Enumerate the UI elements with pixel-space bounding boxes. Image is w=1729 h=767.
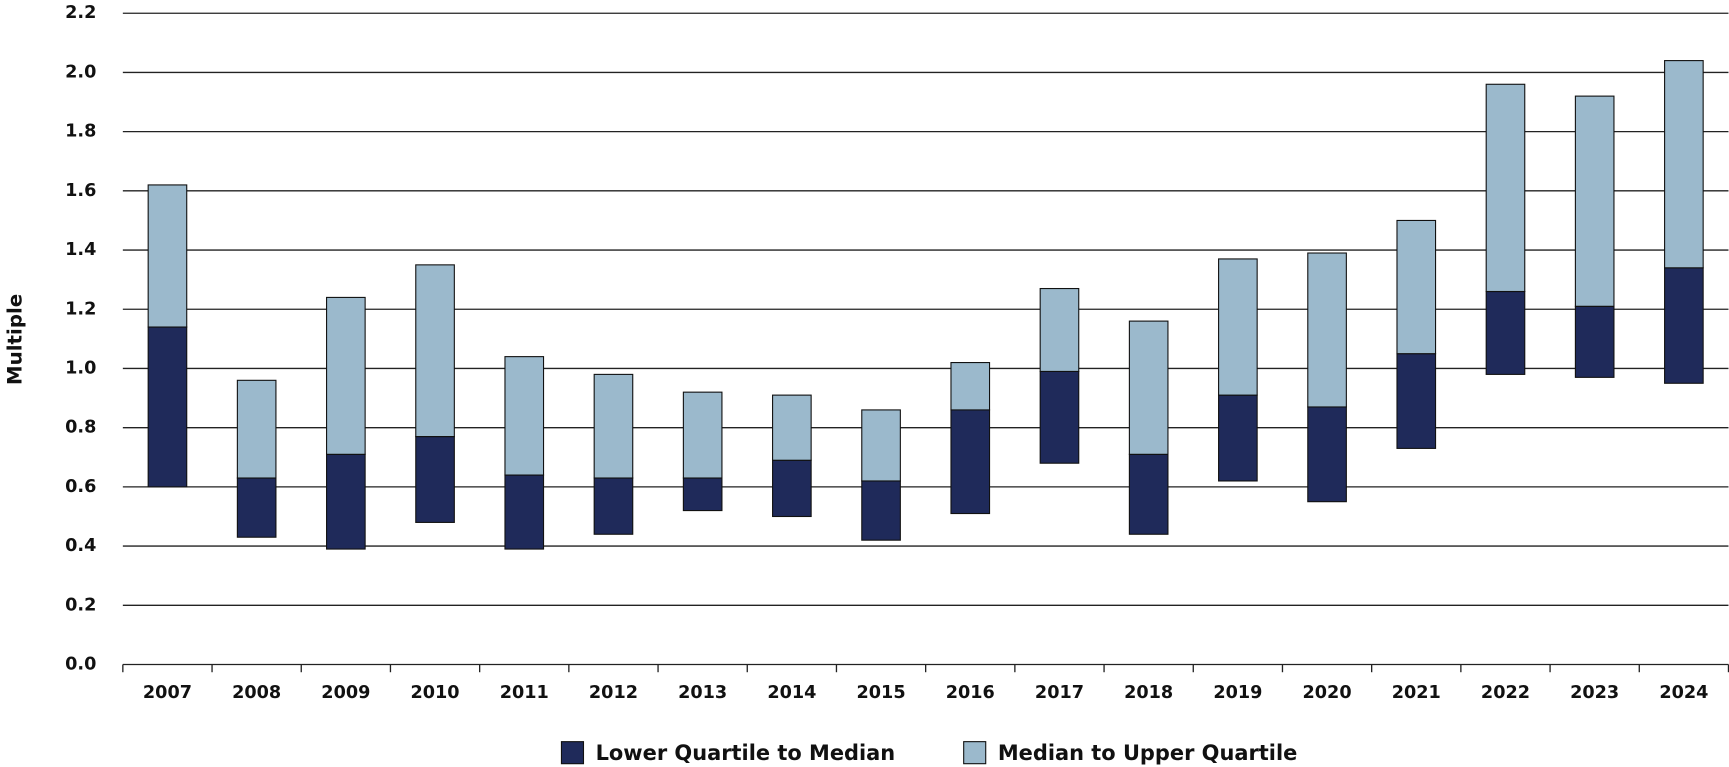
legend-label: Lower Quartile to Median xyxy=(596,741,896,765)
bar-segment xyxy=(1574,95,1615,307)
x-tick-label: 2013 xyxy=(678,683,727,703)
bar-segment xyxy=(1664,60,1704,269)
x-tick-label: 2014 xyxy=(767,683,816,703)
bar-segment xyxy=(415,264,455,438)
x-tick-label: 2015 xyxy=(857,683,906,703)
bar-segment xyxy=(1396,219,1437,355)
bar-segment xyxy=(236,477,277,538)
y-tick-label: 2.0 xyxy=(65,62,96,82)
x-tick-label: 2024 xyxy=(1659,683,1708,703)
bar-segment xyxy=(682,477,723,512)
bar-segment xyxy=(1396,353,1437,449)
bar-segment xyxy=(236,379,277,479)
y-tick-label: 1.6 xyxy=(65,181,96,201)
x-tick-label: 2009 xyxy=(321,683,370,703)
y-tick-label: 2.2 xyxy=(65,3,96,23)
y-tick-label: 0.4 xyxy=(65,536,96,556)
y-tick-label: 0.0 xyxy=(65,655,96,675)
bar-segment xyxy=(593,373,634,479)
x-tick-label: 2023 xyxy=(1570,683,1619,703)
bar-segment xyxy=(1307,252,1347,408)
legend-label: Median to Upper Quartile xyxy=(998,741,1297,765)
y-tick-label: 0.8 xyxy=(65,418,96,438)
y-axis-label: Multiple xyxy=(3,294,26,385)
x-tick-label: 2016 xyxy=(946,683,995,703)
bar-segment xyxy=(772,459,812,518)
bar-segment xyxy=(147,184,188,328)
bar-segment xyxy=(861,480,901,541)
x-tick-label: 2010 xyxy=(411,683,460,703)
bar-segment xyxy=(504,356,545,476)
bar-segment xyxy=(1039,287,1080,372)
bar-segment xyxy=(504,474,545,550)
x-tick-label: 2019 xyxy=(1213,683,1262,703)
bar-segment xyxy=(1218,394,1258,482)
x-tick-label: 2018 xyxy=(1124,683,1173,703)
y-tick-label: 0.2 xyxy=(65,595,96,615)
bar-segment xyxy=(1039,370,1080,464)
bar-segment xyxy=(772,394,812,461)
bar-segment xyxy=(1128,320,1169,455)
y-tick-label: 0.6 xyxy=(65,477,96,497)
bar-segment xyxy=(326,453,366,550)
bar-segment xyxy=(1218,258,1258,396)
legend-swatch xyxy=(963,741,987,765)
x-tick-label: 2007 xyxy=(143,683,192,703)
bar-segment xyxy=(950,362,991,411)
bar-segment xyxy=(147,326,188,488)
x-tick-label: 2008 xyxy=(232,683,281,703)
bar-segment xyxy=(326,296,366,455)
y-tick-label: 1.4 xyxy=(65,240,96,260)
y-tick-label: 1.0 xyxy=(65,358,96,378)
x-tick-label: 2020 xyxy=(1303,683,1352,703)
bar-segment xyxy=(593,477,634,535)
x-tick-label: 2022 xyxy=(1481,683,1530,703)
bar-segment xyxy=(1307,406,1347,503)
bar-segment xyxy=(861,409,901,482)
x-tick-label: 2011 xyxy=(500,683,549,703)
bar-segment xyxy=(950,409,991,515)
x-tick-label: 2017 xyxy=(1035,683,1084,703)
y-tick-label: 1.2 xyxy=(65,299,96,319)
bar-segment xyxy=(682,391,723,479)
x-tick-label: 2012 xyxy=(589,683,638,703)
bar-segment xyxy=(1485,83,1526,293)
bar-segment xyxy=(1664,267,1704,384)
bar-segment xyxy=(1485,290,1526,375)
bar-segment xyxy=(415,436,455,523)
y-tick-label: 1.8 xyxy=(65,122,96,142)
bar-segment xyxy=(1128,453,1169,535)
legend-swatch xyxy=(560,741,585,765)
x-tick-label: 2021 xyxy=(1392,683,1441,703)
bar-segment xyxy=(1574,305,1615,378)
